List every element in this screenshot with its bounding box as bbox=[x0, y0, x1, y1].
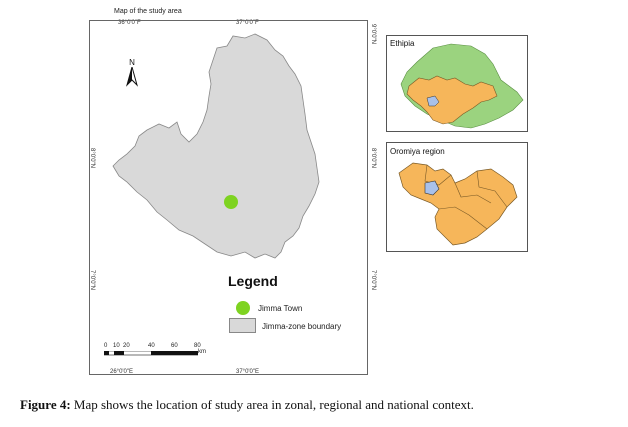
inset-ethiopia: Ethipia bbox=[386, 35, 528, 132]
legend-swatch-zone-boundary bbox=[229, 318, 256, 333]
bottom-tick-label: 37°0'0"E bbox=[236, 369, 260, 375]
legend-swatch-jimma-town bbox=[236, 301, 250, 315]
scalebar-tick-label: 10 bbox=[113, 343, 120, 349]
jimma-zone-map bbox=[112, 33, 320, 259]
north-arrow-icon: N bbox=[126, 58, 138, 92]
scalebar-tick-label: 80 bbox=[194, 343, 201, 349]
scalebar-labels: 0 10 20 40 60 80 bbox=[104, 343, 214, 351]
scalebar-tick-label: 0 bbox=[104, 343, 108, 349]
scalebar-tick-label: 40 bbox=[148, 343, 155, 349]
bottom-tick-label: 26°0'0"E bbox=[110, 369, 134, 375]
figure-caption: Figure 4: Map shows the location of stud… bbox=[20, 397, 474, 413]
oromiya-map bbox=[398, 162, 518, 246]
caption-prefix: Figure 4: bbox=[20, 397, 71, 412]
inset-oromiya-label: Oromiya region bbox=[390, 147, 445, 156]
legend-title: Legend bbox=[228, 273, 278, 289]
top-tick-label: 36°0'0"F bbox=[118, 20, 141, 26]
oromiya-region-shape bbox=[406, 75, 498, 125]
ethiopia-map bbox=[400, 43, 524, 129]
jimma-town-marker bbox=[224, 195, 238, 209]
inset-ethiopia-label: Ethipia bbox=[390, 39, 415, 48]
inset-oromiya: Oromiya region bbox=[386, 142, 528, 252]
jimma-zone-highlight bbox=[426, 95, 440, 107]
north-label: N bbox=[129, 58, 135, 67]
jimma-zone-highlight bbox=[424, 180, 440, 196]
top-tick-label: 37°0'0"F bbox=[236, 20, 259, 26]
jimma-zone-boundary bbox=[112, 33, 320, 259]
main-map-frame bbox=[89, 20, 368, 375]
right-tick-label: 9°0'0"N bbox=[370, 24, 376, 45]
legend-label-jimma-town: Jimma Town bbox=[258, 304, 303, 313]
legend-label-zone-boundary: Jimma-zone boundary bbox=[262, 322, 342, 331]
right-tick-label: 7°0'0"N bbox=[370, 270, 376, 291]
map-title: Map of the study area bbox=[114, 8, 182, 15]
scalebar bbox=[104, 351, 198, 356]
caption-text: Map shows the location of study area in … bbox=[70, 397, 474, 412]
scalebar-tick-label: 60 bbox=[171, 343, 178, 349]
scalebar-tick-label: 20 bbox=[123, 343, 130, 349]
right-tick-label: 8°0'0"N bbox=[370, 148, 376, 169]
scalebar-unit: km bbox=[198, 349, 206, 355]
